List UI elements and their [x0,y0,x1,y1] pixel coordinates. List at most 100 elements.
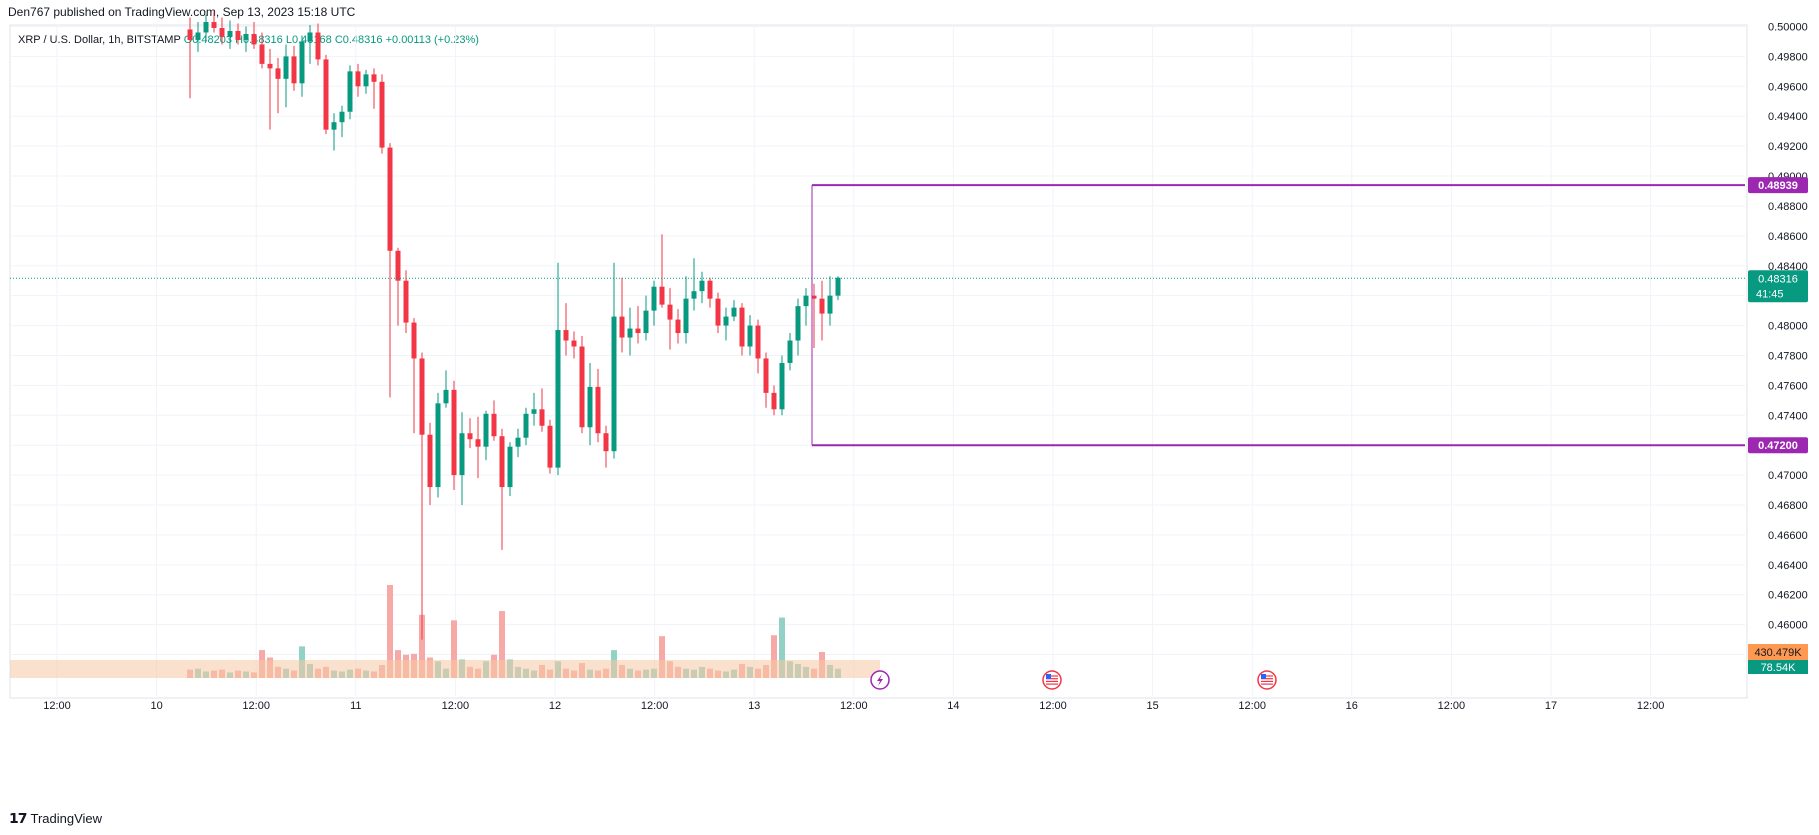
tradingview-logo-icon: 𝟭𝟳 [9,810,28,826]
candle-body [403,280,409,323]
candle-body [331,122,337,130]
x-tick-label: 12:00 [1637,700,1665,712]
y-tick-label: 0.47800 [1768,350,1808,362]
y-tick-label: 0.48400 [1768,261,1808,273]
flag-canton [1046,674,1051,679]
level-price-tag [1748,437,1808,454]
candle-body [411,322,417,359]
y-tick-label: 0.50000 [1768,21,1808,33]
y-tick-label: 0.46800 [1768,500,1808,512]
volume-ma-tag [1748,644,1808,660]
candle-body [547,425,553,468]
candle-body [427,434,433,488]
x-tick-label: 12:00 [442,700,470,712]
x-tick-label: 15 [1146,700,1158,712]
volume-last-tag [1748,660,1808,674]
candle-body [555,330,561,468]
candle-body [595,386,601,434]
candle-body [643,310,649,334]
candle-body [819,298,825,314]
candle-body [651,286,657,311]
candle-body [747,325,753,347]
current-price-tag [1748,270,1808,303]
x-tick-label: 12:00 [43,700,71,712]
y-tick-label: 0.46000 [1768,620,1808,632]
candle-body [691,291,697,299]
candle-body [827,295,833,314]
y-tick-label: 0.49600 [1768,81,1808,93]
candle-body [251,33,257,45]
candle-body [371,74,377,82]
candle-body [795,306,801,341]
candle-body [299,41,305,84]
candle-body [835,277,841,296]
candle-body [227,30,233,37]
volume-last-label: 78.54K [1761,662,1797,674]
y-tick-label: 0.48000 [1768,321,1808,333]
candle-body [195,32,201,40]
candle-body [267,63,273,69]
us-flag-icon [1042,670,1062,690]
x-tick-label: 16 [1346,700,1358,712]
candle-body [579,346,585,428]
candle-body [235,30,241,40]
candle-body [507,446,513,488]
published-info: Den767 published on TradingView.com, Sep… [8,5,356,19]
candle-body [187,29,193,40]
x-tick-label: 10 [150,700,162,712]
candle-body [515,437,521,447]
price-chart[interactable]: 0.500000.498000.496000.494000.492000.490… [0,0,1819,800]
candle-body [531,409,537,414]
x-tick-label: 12:00 [1238,700,1266,712]
y-tick-label: 0.46600 [1768,530,1808,542]
candle-body [763,358,769,393]
candle-body [219,27,225,37]
volume-bar [771,635,777,678]
candle-body [635,328,641,334]
volume-ma-label: 430.479K [1754,647,1802,659]
candle-body [611,316,617,452]
y-tick-label: 0.47000 [1768,470,1808,482]
candle-body [491,413,497,437]
candle-body [203,22,209,33]
x-tick-label: 17 [1545,700,1557,712]
ohlc-close: C0.48316 [334,34,383,46]
volume-bar [779,617,785,678]
symbol-label: XRP / U.S. Dollar, 1h, BITSTAMP [18,34,181,46]
candle-body [723,316,729,326]
candle-body [483,413,489,447]
candle-body [667,304,673,320]
candle-body [467,433,473,440]
y-tick-label: 0.46200 [1768,590,1808,602]
candle-body [675,319,681,334]
x-tick-label: 12:00 [1039,700,1067,712]
x-tick-label: 12:00 [840,700,868,712]
candle-body [419,358,425,435]
candle-body [699,280,705,292]
plot-frame [9,24,1748,699]
y-tick-label: 0.47400 [1768,410,1808,422]
candle-body [659,286,665,305]
flag-canton [1261,674,1266,679]
candle-body [379,81,385,148]
candle-body [619,316,625,338]
candle-body [523,413,529,438]
candle-body [291,56,297,84]
candle-body [275,68,281,79]
candle-body [259,44,265,64]
y-tick-label: 0.46400 [1768,560,1808,572]
candle-body [715,298,721,326]
candle-body [355,71,361,87]
candle-body [387,147,393,251]
y-tick-label: 0.49800 [1768,51,1808,63]
candle-body [803,295,809,307]
x-tick-label: 12 [549,700,561,712]
y-tick-label: 0.49200 [1768,141,1808,153]
candle-body [499,436,505,488]
candle-body [347,71,353,112]
candle-body [363,74,369,87]
x-tick-label: 12:00 [641,700,669,712]
candle-body [435,403,441,488]
x-tick-label: 11 [350,700,361,712]
candle-body [459,433,465,476]
